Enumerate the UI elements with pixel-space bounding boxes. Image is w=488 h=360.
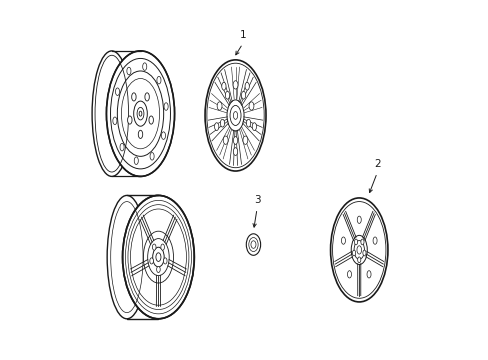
Ellipse shape bbox=[139, 111, 142, 116]
Text: 2: 2 bbox=[373, 159, 380, 169]
Ellipse shape bbox=[127, 116, 132, 124]
Ellipse shape bbox=[233, 136, 237, 144]
Ellipse shape bbox=[223, 136, 228, 144]
Ellipse shape bbox=[221, 82, 225, 90]
Ellipse shape bbox=[347, 271, 351, 278]
Ellipse shape bbox=[92, 51, 131, 176]
Ellipse shape bbox=[144, 93, 149, 101]
Ellipse shape bbox=[225, 91, 229, 99]
Ellipse shape bbox=[120, 143, 124, 151]
Ellipse shape bbox=[115, 88, 120, 95]
Ellipse shape bbox=[138, 130, 142, 139]
Ellipse shape bbox=[217, 102, 222, 110]
Ellipse shape bbox=[372, 237, 376, 244]
Ellipse shape bbox=[157, 76, 161, 84]
Ellipse shape bbox=[149, 116, 153, 124]
Ellipse shape bbox=[330, 198, 387, 302]
Ellipse shape bbox=[161, 132, 165, 139]
Ellipse shape bbox=[244, 82, 249, 90]
Ellipse shape bbox=[142, 63, 146, 70]
Text: 1: 1 bbox=[239, 30, 245, 40]
Ellipse shape bbox=[134, 157, 138, 165]
Ellipse shape bbox=[233, 81, 238, 89]
Ellipse shape bbox=[248, 102, 253, 110]
Ellipse shape bbox=[149, 258, 153, 264]
Ellipse shape bbox=[341, 237, 345, 244]
Ellipse shape bbox=[366, 271, 370, 278]
Ellipse shape bbox=[150, 153, 154, 160]
Ellipse shape bbox=[131, 93, 136, 101]
Ellipse shape bbox=[163, 258, 167, 264]
Ellipse shape bbox=[113, 117, 117, 125]
Ellipse shape bbox=[214, 123, 218, 131]
Ellipse shape bbox=[152, 244, 156, 250]
Ellipse shape bbox=[357, 216, 361, 224]
Ellipse shape bbox=[362, 250, 366, 256]
Ellipse shape bbox=[122, 195, 194, 319]
Ellipse shape bbox=[164, 103, 168, 110]
Ellipse shape bbox=[352, 250, 355, 256]
Ellipse shape bbox=[246, 234, 260, 255]
Ellipse shape bbox=[360, 239, 363, 245]
Ellipse shape bbox=[233, 148, 237, 156]
Ellipse shape bbox=[246, 119, 250, 127]
Ellipse shape bbox=[252, 123, 256, 131]
Ellipse shape bbox=[107, 195, 146, 319]
Ellipse shape bbox=[106, 51, 174, 176]
Ellipse shape bbox=[204, 60, 265, 171]
Ellipse shape bbox=[354, 239, 357, 245]
Ellipse shape bbox=[357, 257, 360, 263]
Ellipse shape bbox=[156, 266, 160, 273]
Ellipse shape bbox=[161, 244, 164, 250]
Ellipse shape bbox=[220, 119, 224, 127]
Ellipse shape bbox=[243, 136, 247, 144]
Ellipse shape bbox=[241, 91, 245, 99]
Text: 3: 3 bbox=[253, 195, 260, 205]
Ellipse shape bbox=[126, 67, 131, 75]
